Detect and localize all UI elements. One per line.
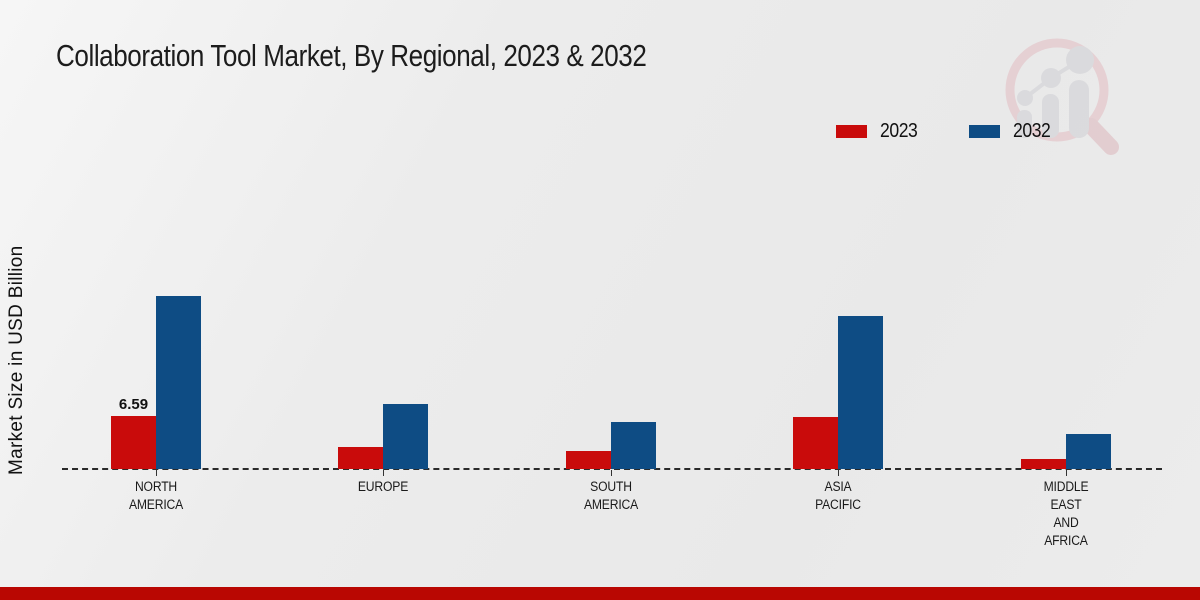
legend-item-2023: 2023 bbox=[836, 120, 923, 143]
legend: 2023 2032 bbox=[836, 120, 1055, 143]
chart-title: Collaboration Tool Market, By Regional, … bbox=[56, 38, 647, 73]
bar-2023-north-america bbox=[111, 416, 156, 469]
bar-2023-south-america bbox=[566, 451, 611, 469]
bar-value-label: 6.59 bbox=[118, 396, 149, 413]
x-axis-tick-middle-east-and-africa bbox=[1066, 470, 1067, 476]
footer-accent-bar bbox=[0, 587, 1200, 600]
x-axis-baseline bbox=[62, 468, 1162, 470]
x-axis-label-north-america: NORTH AMERICA bbox=[128, 479, 184, 512]
x-axis-tick-north-america bbox=[156, 470, 157, 476]
bar-2032-north-america bbox=[156, 296, 201, 469]
bar-2023-asia-pacific bbox=[793, 417, 838, 469]
bar-2023-europe bbox=[338, 447, 383, 469]
x-axis-label-middle-east-and-africa: MIDDLE EAST AND AFRICA bbox=[1043, 479, 1089, 548]
legend-label-2023: 2023 bbox=[880, 120, 918, 142]
legend-item-2032: 2032 bbox=[968, 120, 1056, 143]
bar-2023-middle-east-and-africa bbox=[1021, 459, 1066, 469]
legend-swatch-2032 bbox=[968, 125, 1000, 138]
x-axis-label-south-america: SOUTH AMERICA bbox=[583, 479, 639, 512]
bar-2032-europe bbox=[383, 404, 428, 469]
x-axis-label-asia-pacific: ASIA PACIFIC bbox=[815, 479, 861, 512]
legend-swatch-2023 bbox=[836, 125, 867, 138]
bar-2032-asia-pacific bbox=[838, 316, 883, 469]
x-axis-tick-europe bbox=[383, 470, 384, 476]
magnifier-bar-chart-logo-icon bbox=[1005, 38, 1119, 155]
legend-label-2032: 2032 bbox=[1012, 120, 1051, 142]
x-axis-tick-asia-pacific bbox=[838, 470, 839, 476]
x-axis-tick-south-america bbox=[611, 470, 612, 476]
bar-2032-middle-east-and-africa bbox=[1066, 434, 1111, 469]
x-axis-label-europe: EUROPE bbox=[357, 479, 409, 494]
bar-2032-south-america bbox=[611, 422, 656, 469]
